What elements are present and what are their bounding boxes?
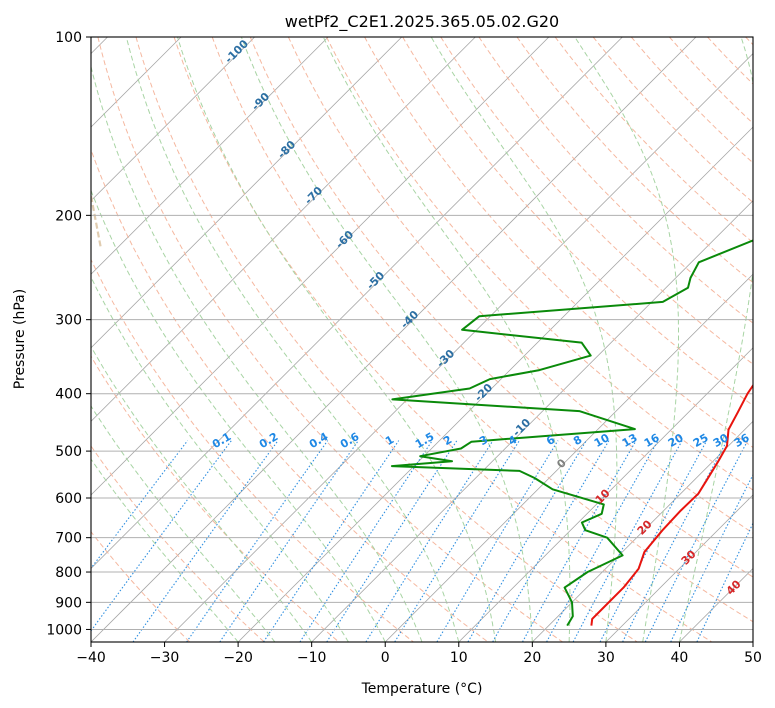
x-tick-label: 40 xyxy=(671,650,689,666)
dry-adiabat-line xyxy=(97,37,563,642)
dry-adiabat-line xyxy=(440,37,753,365)
pressure-gridlines xyxy=(91,37,753,630)
isotherm-line xyxy=(91,37,623,570)
moist-adiabat-line xyxy=(678,37,753,642)
dry-adiabat-line xyxy=(91,148,489,642)
plot-frame xyxy=(90,36,754,643)
dry-adiabat-line xyxy=(287,37,753,534)
dry-adiabat-line xyxy=(173,37,713,642)
moist-adiabat-line xyxy=(91,189,386,642)
mixing-ratio-line xyxy=(219,440,359,642)
dry-adiabat-line xyxy=(402,37,753,407)
dry-adiabat-line xyxy=(91,258,414,642)
isotherm-line xyxy=(384,273,753,642)
axes: −40 −30 −20 −10 0 10 20 30 40 50 100 200 300 400 500 60… xyxy=(46,30,762,666)
moist-adiabat-line xyxy=(91,276,349,642)
dry-adiabat-line xyxy=(554,37,753,244)
mixing-ratio-line xyxy=(436,440,559,642)
mixing-ratio-line xyxy=(394,440,520,642)
isotherm-line xyxy=(458,347,753,642)
y-tick-label: 400 xyxy=(55,387,82,403)
dry-adiabat-line xyxy=(249,37,753,578)
x-tick-label: −20 xyxy=(223,650,253,666)
mixing-ratio-line xyxy=(91,440,189,570)
y-tick-label: 900 xyxy=(55,595,82,611)
isotherm-line xyxy=(164,52,753,642)
moist-adiabat-line xyxy=(91,345,313,642)
x-tick-label: 0 xyxy=(381,650,390,666)
mixing-ratio-line xyxy=(263,440,400,642)
mixing-ratio-line xyxy=(467,440,587,642)
chart-title: wetPf2_C2E1.2025.365.05.02.G20 xyxy=(285,12,559,32)
isotherm-line xyxy=(605,494,753,642)
x-tick-label: 20 xyxy=(523,650,541,666)
x-tick-label: 50 xyxy=(744,650,762,666)
mixing-ratio-line xyxy=(326,440,458,642)
moist-adiabat-line xyxy=(125,37,460,642)
moist-adiabat-line xyxy=(240,37,533,642)
y-tick-label: 200 xyxy=(55,208,82,224)
isotherm-line xyxy=(91,37,329,275)
y-tick-label: 300 xyxy=(55,313,82,329)
dry-adiabat-line xyxy=(91,445,265,642)
dry-adiabat-line xyxy=(135,37,638,642)
y-tick-label: 500 xyxy=(55,444,82,460)
mixing-ratio-line xyxy=(572,440,683,642)
dry-adiabat-line xyxy=(516,37,753,284)
x-tick-label: 10 xyxy=(450,650,468,666)
moist-adiabat-line xyxy=(91,405,276,642)
mixing-ratio-line xyxy=(670,473,753,642)
dry-adiabat-line xyxy=(630,37,753,164)
y-tick-label: 1000 xyxy=(46,622,82,638)
y-axis-label: Pressure (hPa) xyxy=(12,289,28,389)
y-tick-label: 800 xyxy=(55,565,82,581)
temperature-line xyxy=(590,383,753,626)
x-tick-label: −10 xyxy=(297,650,327,666)
mixing-ratio-line xyxy=(186,440,329,642)
x-tick-label: −40 xyxy=(76,650,106,666)
isotherm-line xyxy=(91,37,550,496)
x-tick-label: −30 xyxy=(150,650,180,666)
y-tick-label: 700 xyxy=(55,531,82,547)
y-tick-label: 100 xyxy=(55,30,82,46)
y-tick-label: 600 xyxy=(55,491,82,507)
profile-lines xyxy=(390,239,753,627)
mixing-ratio-line xyxy=(299,440,433,642)
isotherm-line xyxy=(532,420,753,642)
isotherm-line xyxy=(91,37,403,349)
x-axis-label: Temperature (°C) xyxy=(361,681,483,697)
isotherm-line xyxy=(91,37,476,422)
moist-adiabat-line xyxy=(574,37,679,642)
dry-adiabat-line xyxy=(211,37,753,623)
mixing-ratio-line xyxy=(622,440,728,642)
mixing-ratio-line xyxy=(492,440,610,642)
isotherm-line xyxy=(237,126,753,642)
isotherm-line xyxy=(91,37,255,202)
dewpoint-line xyxy=(390,239,753,627)
moist-adiabat-line xyxy=(91,64,423,642)
mixing-ratio-line xyxy=(365,440,494,642)
plot-area xyxy=(91,37,753,642)
dry-adiabat-line xyxy=(364,37,753,449)
moist-adiabat-line xyxy=(91,458,239,642)
background-lines xyxy=(91,37,753,642)
moist-adiabat-line xyxy=(177,37,497,642)
x-tick-label: 30 xyxy=(597,650,615,666)
